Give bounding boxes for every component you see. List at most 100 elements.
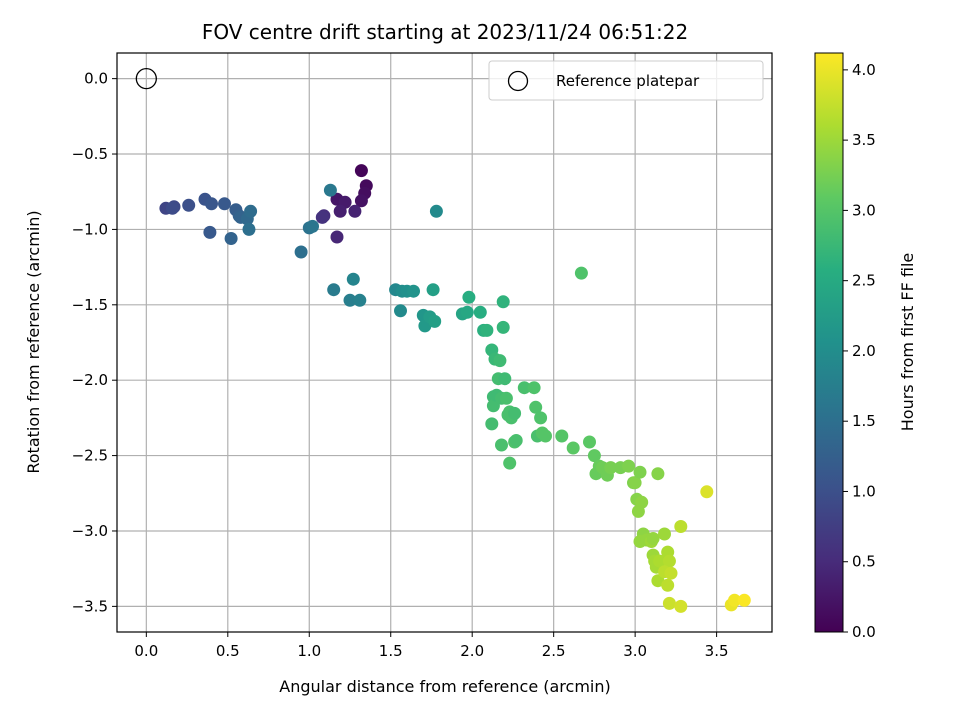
scatter-point <box>480 323 494 337</box>
colorbar-tick-label: 0.0 <box>852 623 876 641</box>
y-axis-ticks: 0.0 −0.5 −1.0 −1.5 −2.0 −2.5 −3.0 −3.5 <box>72 70 117 615</box>
y-tick-label: −0.5 <box>72 145 108 163</box>
colorbar-tick-label: 1.5 <box>852 412 876 430</box>
y-tick-label: −3.0 <box>72 522 108 540</box>
scatter-point <box>327 283 341 297</box>
scatter-point <box>651 467 665 481</box>
scatter-point <box>508 406 522 420</box>
y-tick-label: 0.0 <box>84 70 108 88</box>
legend-box <box>488 60 764 101</box>
scatter-point <box>661 578 675 592</box>
scatter-point <box>426 283 440 297</box>
scatter-point <box>529 400 543 414</box>
scatter-point <box>495 438 508 452</box>
y-axis-label: Rotation from reference (arcmin) <box>24 210 43 473</box>
chart-title: FOV centre drift starting at 2023/11/24 … <box>202 20 688 44</box>
scatter-point <box>517 381 531 395</box>
scatter-point <box>622 459 636 473</box>
scatter-point <box>354 164 368 178</box>
scatter-point <box>700 485 714 499</box>
colorbar: 0.0 0.5 1.0 1.5 2.0 2.5 3.0 3.5 4.0 Hours from f… <box>814 52 917 641</box>
scatter-point <box>555 429 569 443</box>
scatter-point <box>462 290 476 304</box>
scatter-point <box>499 391 513 405</box>
colorbar-gradient <box>814 52 844 633</box>
scatter-point <box>343 293 357 307</box>
scatter-point <box>485 417 499 431</box>
colorbar-tick-label: 0.5 <box>852 553 876 571</box>
scatter-point <box>509 434 523 447</box>
scatter-point <box>635 495 649 509</box>
scatter-point <box>583 435 596 449</box>
scatter-point <box>315 210 329 224</box>
scatter-point <box>407 284 420 298</box>
scatter-point <box>244 204 258 218</box>
scatter-point <box>330 230 344 244</box>
y-tick-label: −2.0 <box>72 371 108 389</box>
x-tick-label: 1.0 <box>297 642 321 660</box>
scatter-point <box>473 305 487 319</box>
scatter-point <box>346 272 360 286</box>
y-tick-label: −1.5 <box>72 296 108 314</box>
scatter-point <box>354 194 368 208</box>
scatter-point <box>353 293 367 307</box>
colorbar-tick-label: 1.0 <box>852 482 876 500</box>
scatter-point <box>205 197 218 211</box>
legend: Reference platepar <box>488 60 764 101</box>
scatter-point <box>496 295 510 309</box>
scatter-point <box>503 456 517 470</box>
x-tick-label: 3.5 <box>705 642 729 660</box>
scatter-point <box>587 449 601 463</box>
scatter-point <box>737 593 751 607</box>
colorbar-tick-label: 3.0 <box>852 201 876 219</box>
x-axis-label: Angular distance from reference (arcmin) <box>279 677 610 696</box>
colorbar-label: Hours from first FF file <box>898 253 917 432</box>
reference-marker-group <box>135 67 157 90</box>
scatter-point <box>306 219 319 233</box>
scatter-point <box>242 222 256 236</box>
colorbar-tick-label: 3.5 <box>852 131 876 149</box>
colorbar-tick-label: 4.0 <box>852 61 876 79</box>
legend-reference-marker <box>507 70 529 92</box>
y-tick-label: −1.0 <box>72 220 108 238</box>
scatter-point <box>651 574 665 588</box>
scatter-point <box>460 305 474 319</box>
scatter-point <box>294 245 308 259</box>
scatter-point <box>182 198 196 212</box>
data-points <box>159 164 751 613</box>
scatter-point <box>218 197 231 211</box>
scatter-point <box>527 381 541 395</box>
grid <box>117 53 772 632</box>
scatter-point <box>574 266 588 280</box>
scatter-point <box>348 204 362 218</box>
scatter-point <box>496 320 510 334</box>
x-tick-label: 1.5 <box>379 642 403 660</box>
y-tick-label: −3.5 <box>72 597 108 615</box>
colorbar-ticks: 0.0 0.5 1.0 1.5 2.0 2.5 3.0 3.5 4.0 <box>843 61 876 641</box>
plot-frame <box>116 52 773 633</box>
x-tick-label: 3.0 <box>623 642 647 660</box>
y-tick-label: −2.5 <box>72 447 108 465</box>
scatter-point <box>662 596 676 610</box>
scatter-point <box>604 461 618 475</box>
scatter-point <box>674 599 688 613</box>
scatter-point <box>653 554 667 568</box>
scatter-point <box>566 441 580 455</box>
legend-reference-label: Reference platepar <box>556 72 700 90</box>
x-tick-label: 0.0 <box>134 642 158 660</box>
scatter-point <box>429 204 443 218</box>
scatter-point <box>394 304 407 318</box>
scatter-point <box>493 354 507 368</box>
scatter-point <box>165 201 179 215</box>
scatter-point <box>662 554 676 568</box>
x-tick-label: 0.5 <box>216 642 240 660</box>
scatter-point <box>728 593 741 607</box>
x-tick-label: 2.0 <box>460 642 484 660</box>
scatter-point <box>646 532 660 545</box>
scatter-point <box>674 520 688 533</box>
scatter-point <box>498 372 512 386</box>
x-axis-ticks: 0.0 0.5 1.0 1.5 2.0 2.5 3.0 3.5 <box>134 632 729 660</box>
scatter-point <box>658 527 671 541</box>
scatter-point <box>203 225 217 239</box>
